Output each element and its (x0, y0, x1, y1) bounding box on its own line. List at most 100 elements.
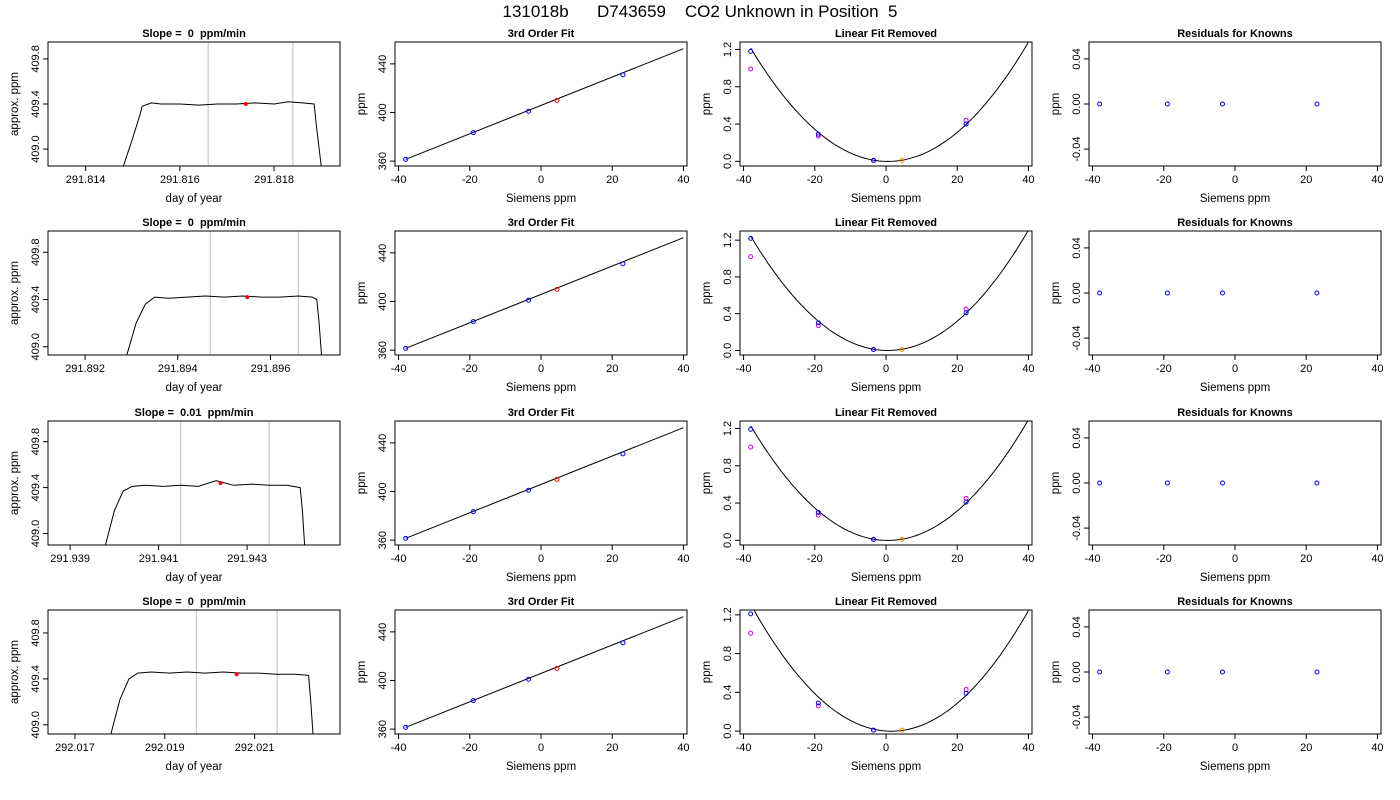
r2-linfit-unknown-point (899, 346, 905, 352)
r4-linfit-known-point-1 (815, 700, 821, 706)
r1-linfit-title: Linear Fit Removed (835, 28, 937, 40)
r3-linfit-xtick-label-0: -40 (736, 553, 752, 565)
r4-resid-xtick-label-3: 20 (1300, 742, 1312, 754)
r1-fit-known-point-1 (470, 130, 476, 136)
r3-fit-ytick-label-2: 440 (377, 434, 389, 452)
r1-timeseries-ytick-label-0: 409.0 (30, 135, 42, 163)
r4-linfit-known-point-2 (871, 727, 877, 733)
r3-fit-known-point-2 (526, 487, 532, 493)
r1-linfit-unknown-point (899, 157, 905, 163)
r1-resid-xtick-label-1: -20 (1156, 174, 1172, 186)
r2-resid-title: Residuals for Knowns (1177, 217, 1293, 229)
r1-linfit-poly-point-1 (815, 133, 821, 139)
r4-resid-ytick-label-0: -0.04 (1071, 705, 1083, 730)
r1-linfit-ytick-label-0: 0.0 (722, 154, 734, 169)
r3-linfit-ytick-label-0: 0.0 (722, 533, 734, 548)
r4-linfit-frame (739, 609, 1033, 735)
r3-timeseries-xtick-label-2: 291.943 (227, 553, 267, 565)
r1-linfit-xlabel: Siemens ppm (851, 193, 921, 205)
r1-linfit-ytick-label-3: 1.2 (722, 42, 734, 57)
r1-fit-fit-line (405, 48, 684, 160)
r3-resid-xtick-label-0: -40 (1085, 553, 1101, 565)
r4-linfit-xlabel: Siemens ppm (851, 761, 921, 773)
r4-linfit-ytick-label-3: 1.2 (722, 607, 734, 622)
r3-timeseries-xtick-label-0: 291.939 (50, 553, 90, 565)
r2-resid-ytick-label-2: 0.04 (1071, 237, 1083, 258)
r3-resid-known-point-0 (1097, 480, 1103, 486)
r2-fit-known-point-3 (620, 261, 626, 267)
r1-timeseries-frame (47, 41, 341, 167)
r4-resid-xtick-label-4: 40 (1371, 742, 1383, 754)
r3-timeseries-xlabel: day of year (166, 572, 223, 584)
r1-fit-xlabel: Siemens ppm (506, 193, 576, 205)
r2-fit-xtick-label-1: -20 (462, 363, 478, 375)
r2-resid-known-point-0 (1097, 290, 1103, 296)
r4-fit-xtick-label-0: -40 (391, 742, 407, 754)
r2-fit-unknown-point (554, 286, 560, 292)
r4-linfit-unknown-point (899, 727, 905, 733)
r2-linfit-known-point-1 (815, 320, 821, 326)
r1-timeseries-ytick-label-1: 409.4 (30, 90, 42, 118)
r2-linfit-xlabel: Siemens ppm (851, 382, 921, 394)
r4-linfit-xtick-label-1: -20 (807, 742, 823, 754)
r1-timeseries-xtick-label-2: 291.818 (254, 174, 294, 186)
r4-linfit-xtick-label-4: 40 (1022, 742, 1034, 754)
r4-timeseries-frame (47, 609, 341, 735)
r2-timeseries-xlabel: day of year (166, 382, 223, 394)
r1-timeseries-highlight-point (243, 102, 248, 106)
r2-linfit-frame (739, 230, 1033, 356)
r3-fit-xtick-label-2: 0 (538, 553, 544, 565)
r1-resid-xlabel: Siemens ppm (1200, 193, 1270, 205)
r2-linfit-known-point-3 (963, 310, 969, 316)
r3-fit-title: 3rd Order Fit (508, 407, 575, 419)
r3-fit-xtick-label-4: 40 (677, 553, 689, 565)
r1-resid-title: Residuals for Knowns (1177, 28, 1293, 40)
r3-linfit-ytick-label-2: 0.8 (722, 458, 734, 473)
r4-linfit-xtick-label-2: 0 (883, 742, 889, 754)
r2-linfit-xtick-label-0: -40 (736, 363, 752, 375)
r1-linfit-known-point-0 (748, 48, 754, 54)
r2-timeseries-highlight-point (245, 295, 250, 300)
r1-linfit-fit-curve (750, 42, 1029, 162)
r4-fit-known-point-1 (470, 698, 476, 704)
r3-fit-frame (394, 420, 688, 546)
r4-timeseries-ytick-label-0: 409.0 (30, 711, 42, 739)
r1-linfit-xtick-label-2: 0 (883, 174, 889, 186)
r4-resid-title: Residuals for Knowns (1177, 596, 1293, 608)
r3-timeseries-title: Slope = 0.01 ppm/min (135, 407, 254, 419)
r2-timeseries-xtick-label-1: 291.894 (158, 363, 198, 375)
r1-fit-ytick-label-1: 400 (377, 103, 389, 121)
r3-resid-known-point-1 (1164, 480, 1170, 486)
r2-fit-frame (394, 230, 688, 356)
r4-linfit-ytick-label-1: 0.4 (722, 685, 734, 700)
r3-timeseries-series-line-0 (105, 480, 306, 545)
r4-linfit-poly-point-1 (815, 703, 821, 709)
r3-resid-xlabel: Siemens ppm (1200, 572, 1270, 584)
r2-linfit-poly-point-0 (748, 254, 754, 260)
r4-linfit-known-point-3 (963, 690, 969, 696)
r2-resid-ytick-label-0: -0.04 (1071, 326, 1083, 351)
r2-fit-ytick-label-2: 440 (377, 244, 389, 262)
r1-timeseries-title: Slope = 0 ppm/min (142, 28, 246, 40)
r4-fit-xtick-label-3: 20 (606, 742, 618, 754)
r1-fit-ytick-label-2: 440 (377, 55, 389, 73)
r2-resid-ylabel: ppm (1050, 282, 1062, 304)
r2-fit-fit-line (405, 237, 684, 349)
r3-resid-known-point-3 (1314, 480, 1320, 486)
r1-linfit-xtick-label-4: 40 (1022, 174, 1034, 186)
r2-resid-known-point-2 (1220, 290, 1226, 296)
r2-linfit-known-point-0 (748, 235, 754, 241)
r3-timeseries-xtick-label-1: 291.941 (139, 553, 179, 565)
r4-timeseries-xlabel: day of year (166, 761, 223, 773)
r2-resid-xtick-label-1: -20 (1156, 363, 1172, 375)
r4-linfit-ylabel: ppm (701, 661, 713, 683)
r3-linfit-ylabel: ppm (701, 472, 713, 494)
r4-timeseries-title: Slope = 0 ppm/min (142, 596, 246, 608)
r3-linfit-poly-point-0 (748, 444, 754, 450)
r3-fit-known-point-0 (403, 535, 409, 541)
r1-linfit-ytick-label-1: 0.4 (722, 116, 734, 131)
r2-linfit-ylabel: ppm (701, 282, 713, 304)
r1-timeseries-ytick-label-2: 409.8 (30, 45, 42, 73)
r2-linfit-xtick-label-2: 0 (883, 363, 889, 375)
